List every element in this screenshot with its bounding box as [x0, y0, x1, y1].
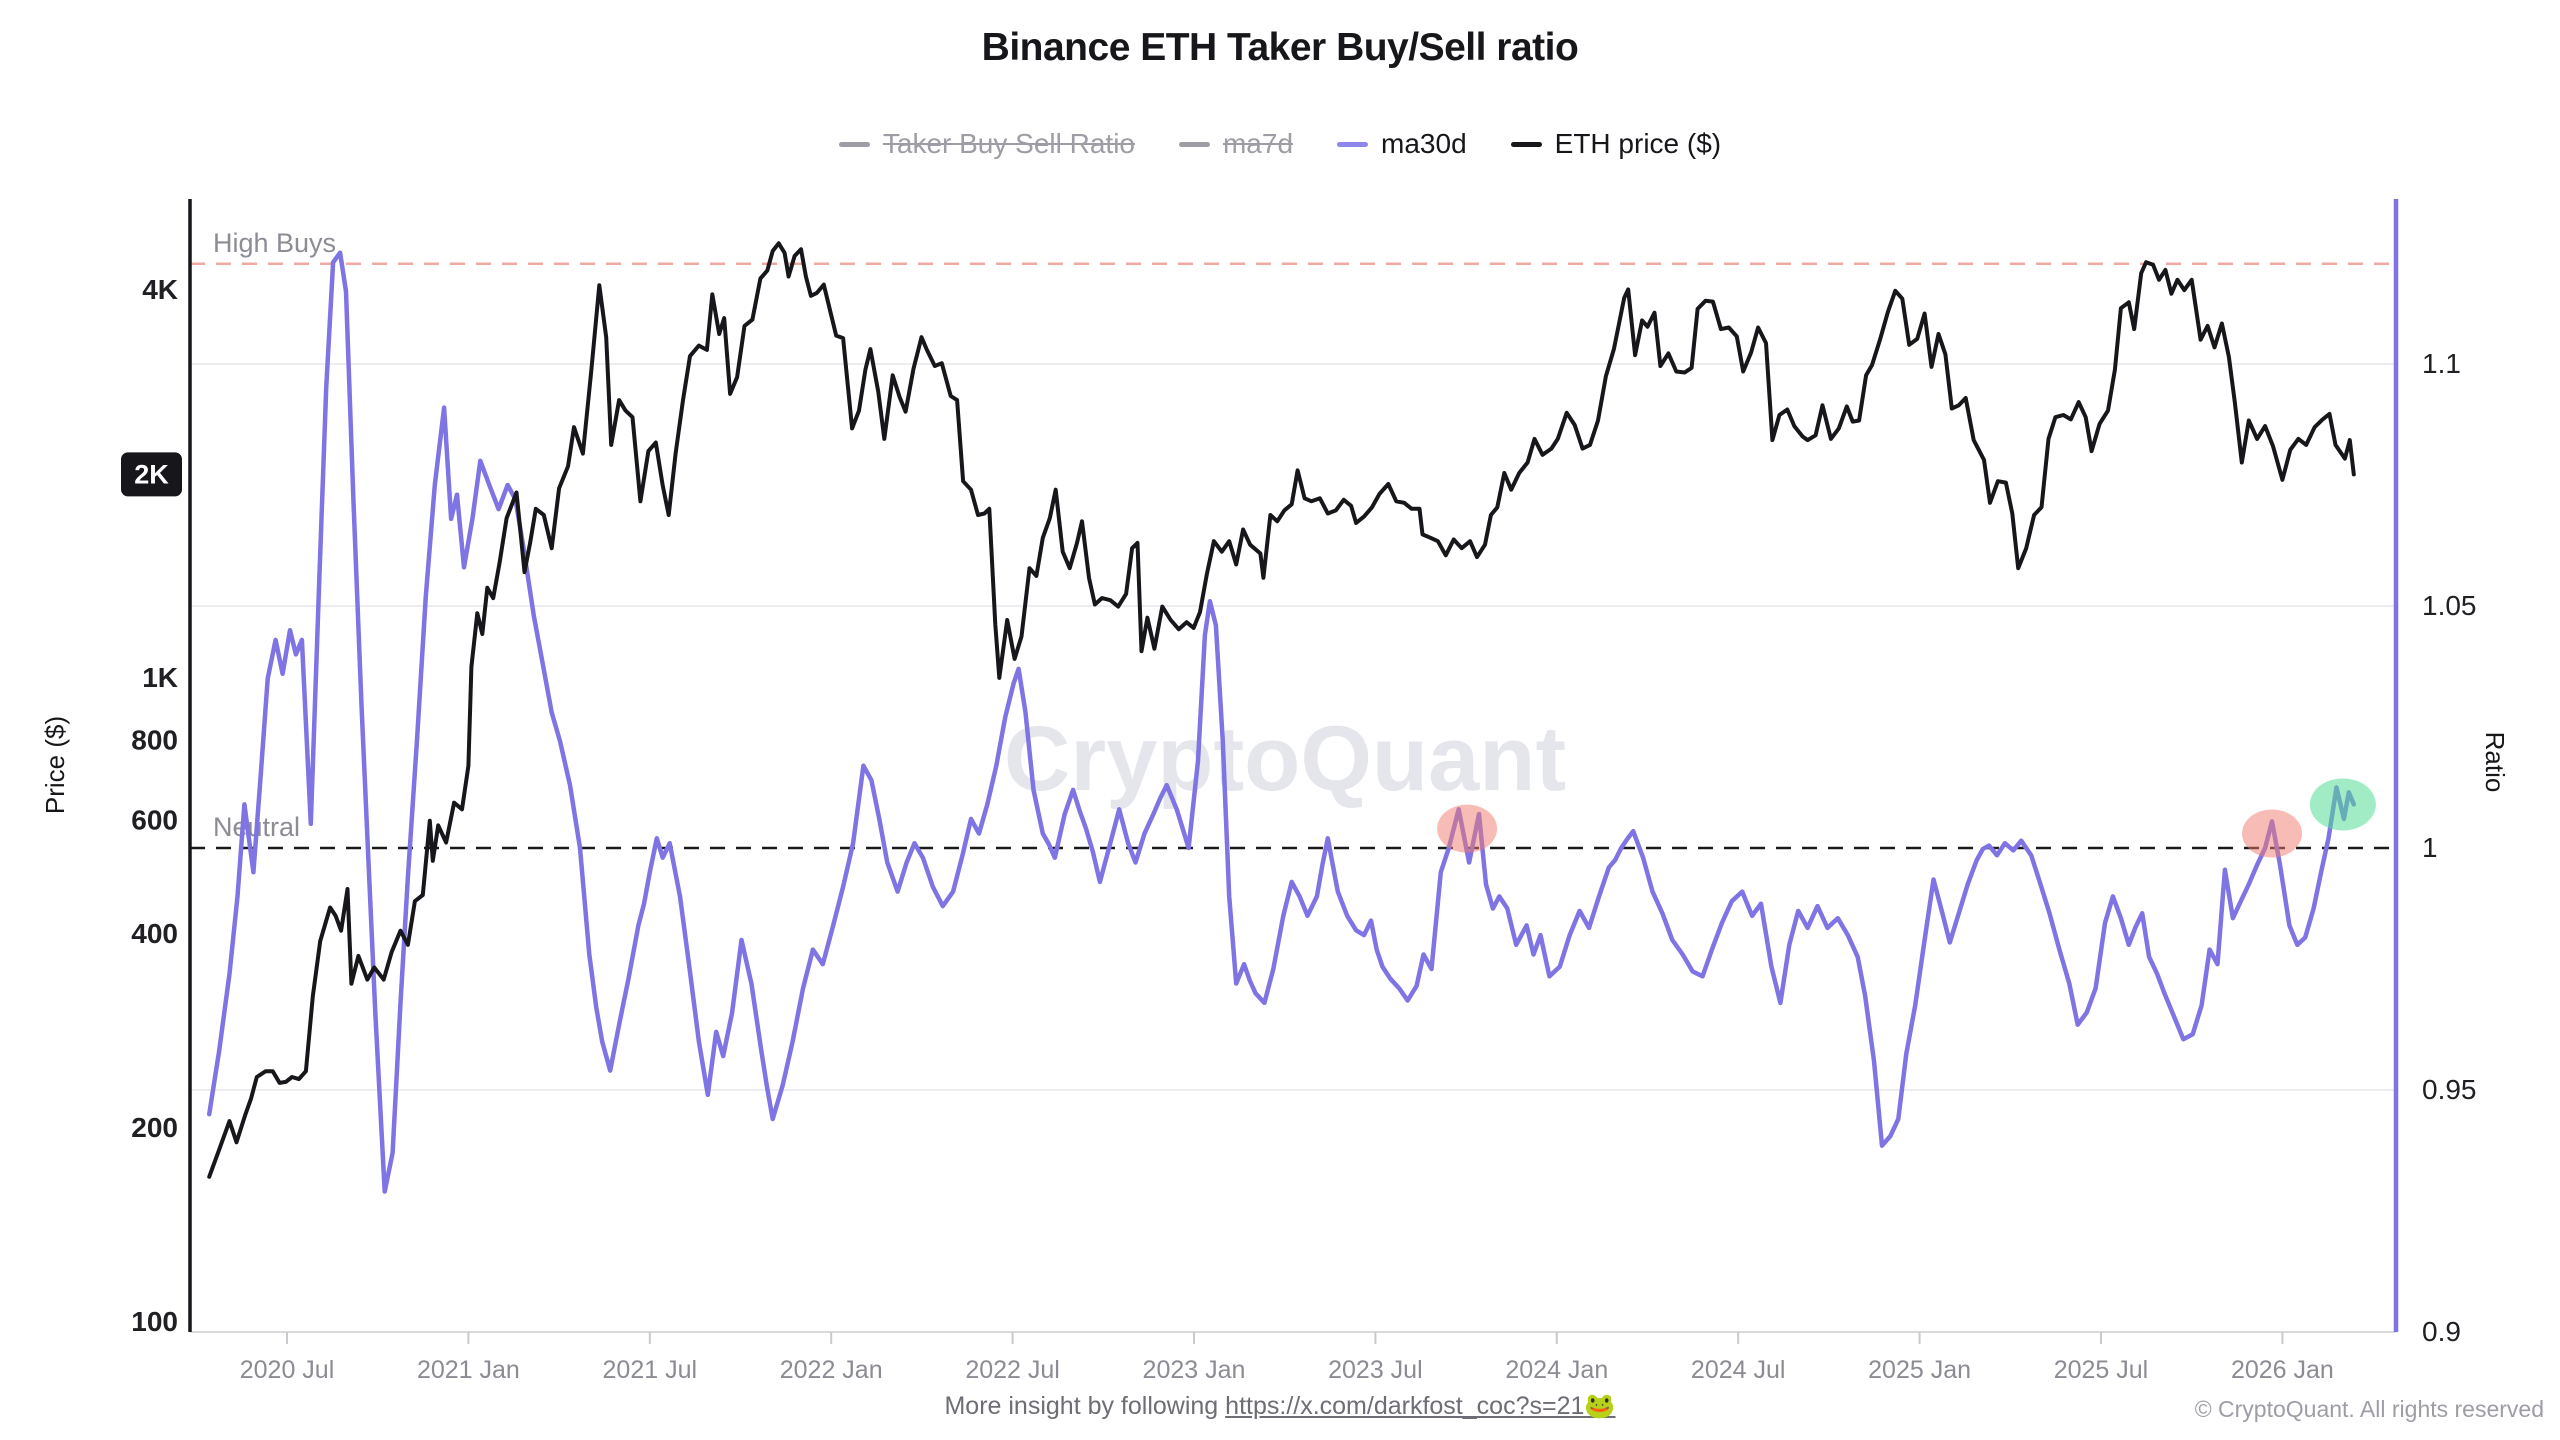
- legend-item-label: ma7d: [1222, 128, 1294, 159]
- legend-swatch-icon: [1178, 141, 1210, 147]
- footer-note: More insight by following https://x.com/…: [0, 1392, 2560, 1421]
- x-tick-label: 2023 Jul: [1328, 1356, 1423, 1384]
- highlight-marker-2: [2242, 809, 2303, 858]
- price-tick-label: 600: [131, 805, 178, 836]
- ratio-tick-label: 0.9: [2422, 1316, 2461, 1347]
- footer-note-text: More insight by following: [944, 1392, 1226, 1420]
- legend-item-ma30d[interactable]: ma30d: [1337, 128, 1467, 160]
- eth-price-line: [207, 241, 2356, 1179]
- ratio-tick-label: 0.95: [2422, 1074, 2477, 1105]
- x-tick-label: 2020 Jul: [240, 1356, 335, 1384]
- page-title: Binance ETH Taker Buy/Sell ratio: [981, 26, 1579, 69]
- high-buys-label: High Buys: [213, 228, 336, 258]
- legend-swatch-icon: [1337, 141, 1369, 147]
- price-axis-title: Price ($): [40, 716, 70, 814]
- ratio-tick-label: 1.05: [2422, 590, 2477, 621]
- current-price-tag: [121, 452, 182, 497]
- x-tick-label: 2022 Jan: [780, 1356, 883, 1384]
- ma30d-line: [206, 250, 2357, 1194]
- x-tick-label: 2022 Jul: [965, 1356, 1060, 1384]
- current-price-tag-label: 2K: [134, 459, 169, 489]
- ratio-tick-label: 1.1: [2422, 348, 2461, 379]
- x-tick-label: 2021 Jan: [417, 1356, 520, 1384]
- x-tick-label: 2024 Jan: [1505, 1356, 1608, 1384]
- x-tick-label: 2025 Jan: [1868, 1356, 1971, 1384]
- legend-swatch-icon: [1510, 141, 1542, 147]
- x-tick-label: 2021 Jul: [603, 1356, 698, 1384]
- price-tick-label: 4K: [142, 274, 178, 305]
- copyright-text: © CryptoQuant. All rights reserved: [2194, 1396, 2544, 1422]
- highlight-marker-1: [1437, 804, 1498, 853]
- highlight-marker-3: [2309, 778, 2376, 831]
- legend-item-label: ma30d: [1381, 128, 1467, 159]
- footer-link[interactable]: https://x.com/darkfost_coc?s=21🐸: [1225, 1392, 1616, 1420]
- ratio-axis-title: Ratio: [2480, 732, 2510, 793]
- x-tick-label: 2026 Jan: [2231, 1356, 2334, 1384]
- watermark-text: CryptoQuant: [1004, 708, 1566, 810]
- price-tick-label: 100: [131, 1306, 178, 1337]
- x-tick-label: 2023 Jan: [1143, 1356, 1246, 1384]
- legend-item-label: ETH price ($): [1554, 128, 1722, 159]
- price-tick-label: 1K: [142, 662, 178, 693]
- legend-item-label: Taker Buy Sell Ratio: [882, 128, 1135, 159]
- legend: Taker Buy Sell Ratio ma7d ma30d ETH price (…: [0, 128, 2560, 160]
- price-tick-label: 400: [131, 918, 178, 949]
- legend-item-taker-buy-sell-ratio[interactable]: Taker Buy Sell Ratio: [838, 128, 1135, 160]
- price-tick-label: 200: [131, 1112, 178, 1143]
- ratio-tick-label: 1: [2422, 832, 2438, 863]
- legend-swatch-icon: [838, 141, 870, 147]
- x-tick-label: 2025 Jul: [2054, 1356, 2149, 1384]
- price-tick-label: 800: [131, 724, 178, 755]
- legend-item-eth-price[interactable]: ETH price ($): [1510, 128, 1722, 160]
- legend-item-ma7d[interactable]: ma7d: [1178, 128, 1294, 160]
- x-tick-label: 2024 Jul: [1691, 1356, 1786, 1384]
